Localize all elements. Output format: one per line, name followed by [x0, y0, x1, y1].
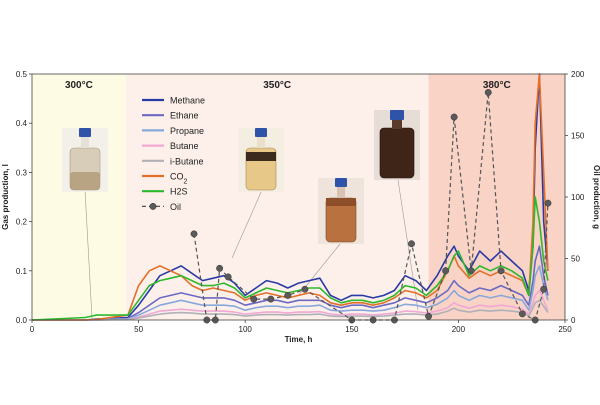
- y-tick-label: 0.1: [16, 267, 28, 276]
- x-tick-label: 250: [558, 325, 572, 334]
- series-line-methane: [32, 73, 549, 321]
- x-axis-title: Time, h: [285, 335, 313, 344]
- y2-tick-label: 50: [571, 255, 580, 264]
- sample-bottle-photo-3: [318, 178, 364, 244]
- oil-point: [190, 230, 198, 238]
- photo-1-leader-line: [84, 189, 93, 319]
- sample-bottle-photo-1: [62, 128, 108, 192]
- legend-label-ethane: Ethane: [170, 111, 199, 121]
- legend-label-methane: Methane: [170, 96, 205, 106]
- photo-2-leader-line: [231, 189, 263, 259]
- zone-label-380-c: 380°C: [483, 80, 511, 91]
- zone-label-350-c: 350°C: [263, 80, 291, 91]
- y-tick-label: 0.3: [16, 168, 28, 177]
- series-line-butane: [32, 289, 549, 321]
- legend-label-oil: Oil: [170, 202, 181, 212]
- y2-tick-label: 100: [571, 193, 585, 202]
- legend-marker-oil: [149, 202, 157, 210]
- series-line-h2s: [31, 196, 549, 321]
- zone-300-c: [32, 74, 126, 320]
- legend-label-i-butane: i-Butane: [170, 156, 204, 166]
- series-line-ethane: [32, 245, 549, 321]
- oil-point: [450, 113, 458, 121]
- x-tick-label: 50: [134, 325, 143, 334]
- legend-label-h2s: H2S: [170, 187, 188, 197]
- oil-point: [408, 240, 415, 248]
- series-line-propane: [32, 265, 549, 321]
- y2-tick-label: 150: [571, 132, 585, 141]
- y-tick-label: 0.0: [16, 316, 28, 325]
- sample-bottle-photo-2: [238, 128, 284, 192]
- oil-point: [467, 267, 475, 275]
- sample-bottle-photo-4: [374, 110, 420, 180]
- x-tick-label: 150: [345, 325, 359, 334]
- y-tick-label: 0.4: [16, 119, 28, 128]
- oil-point: [284, 291, 292, 299]
- y-tick-label: 0.2: [16, 218, 28, 227]
- oil-point: [216, 264, 224, 272]
- oil-point: [224, 273, 232, 281]
- oil-point: [425, 312, 433, 320]
- oil-point: [267, 295, 275, 303]
- sample-photos: [62, 110, 420, 319]
- y-tick-label: 0.5: [16, 70, 28, 79]
- oil-point: [301, 285, 309, 293]
- legend-label-butane: Butane: [170, 141, 199, 151]
- zone-label-300-c: 300°C: [65, 80, 93, 91]
- axes: 0 50 100 150 200 250 0.0 0.1 0.2 0.3 0.4 0.5 0 50 100 1…: [1, 70, 600, 344]
- y2-tick-label: 200: [571, 70, 585, 79]
- x-tick-label: 0: [30, 325, 35, 334]
- x-tick-label: 100: [239, 325, 253, 334]
- y2-tick-label: 0: [571, 316, 576, 325]
- legend: MethaneEthanePropaneButanei-ButaneCO2H2S…: [142, 96, 205, 212]
- oil-point: [544, 199, 552, 207]
- oil-point: [497, 267, 505, 275]
- y-axis-title: Gas production, l: [1, 164, 10, 230]
- legend-label-propane: Propane: [170, 126, 204, 136]
- oil-point: [442, 267, 450, 275]
- oil-point: [484, 89, 492, 96]
- oil-point: [250, 295, 258, 303]
- oil-point: [540, 285, 548, 293]
- y2-axis-title: Oil production, g: [592, 165, 600, 229]
- oil-point: [518, 310, 526, 318]
- x-tick-label: 200: [452, 325, 466, 334]
- plot-area: [31, 73, 552, 324]
